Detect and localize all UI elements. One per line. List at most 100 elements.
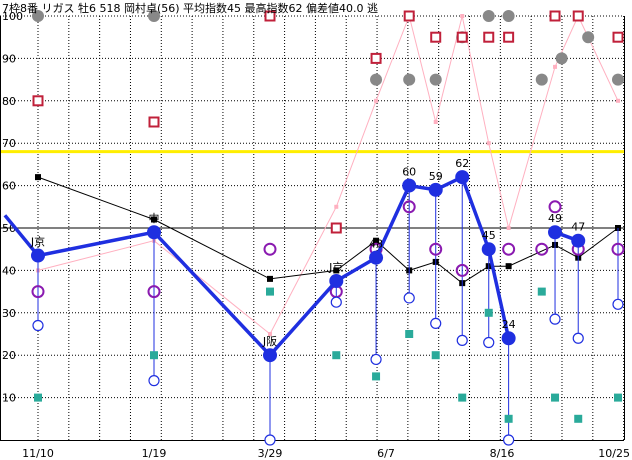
open-circle	[572, 332, 584, 344]
teal-square	[372, 372, 381, 381]
teal-square	[574, 414, 583, 423]
open-circle	[148, 375, 160, 387]
pink-point	[268, 332, 272, 336]
pink-point	[553, 64, 558, 69]
pink-point	[433, 120, 438, 124]
index-point	[263, 348, 277, 363]
data-label: 60	[402, 166, 416, 179]
index-point	[548, 225, 563, 240]
data-label: 45	[482, 229, 496, 242]
red-square	[330, 222, 342, 234]
teal-square	[405, 330, 414, 338]
teal-square	[484, 308, 493, 317]
average-point	[267, 275, 273, 282]
gray-dot	[148, 10, 160, 22]
open-circle	[483, 336, 495, 349]
reference-lines	[0, 150, 624, 229]
purple-circle	[429, 242, 443, 256]
data-label: 24	[502, 318, 516, 331]
data-label: J阪	[262, 334, 277, 348]
open-circle	[456, 334, 468, 346]
y-tick-label: 70	[2, 137, 16, 150]
x-tick-label: 3/29	[258, 447, 283, 460]
x-tick-label: 10/25	[598, 447, 630, 460]
x-tick-label: 6/7	[377, 447, 395, 460]
teal-square	[150, 351, 158, 360]
y-tick-label: 80	[2, 95, 16, 108]
open-circle	[549, 313, 561, 325]
y-tick-label: 40	[2, 264, 16, 277]
red-square	[612, 31, 624, 43]
index-point	[369, 250, 384, 265]
teal-square	[504, 414, 513, 423]
purple-circle	[611, 242, 625, 256]
data-label: J京	[30, 235, 45, 249]
red-square	[32, 95, 44, 107]
index-series	[3, 170, 586, 363]
data-labels: J京 中 J阪 J京 48 60 59 62 45 24 49 47	[30, 157, 585, 348]
purple-circle	[502, 242, 516, 256]
teal-square	[614, 393, 622, 402]
index-point	[402, 178, 417, 193]
red-square	[483, 31, 495, 43]
index-point	[481, 242, 496, 257]
teal-square	[458, 393, 467, 402]
red-square	[572, 10, 584, 22]
open-circle	[612, 298, 624, 310]
data-label: J京	[328, 260, 343, 274]
x-tick-labels: 11/10 1/19 3/29 6/7 8/16 10/25	[22, 447, 630, 460]
gray-dot	[612, 73, 624, 86]
purple-circle	[31, 285, 45, 299]
data-label: 59	[429, 170, 443, 183]
x-tick-label: 11/10	[22, 447, 54, 460]
purple-circle	[535, 242, 549, 256]
index-point	[571, 233, 586, 248]
red-square	[456, 31, 468, 43]
average-point	[505, 263, 512, 270]
purple-circle	[548, 200, 562, 214]
chart-title: 7枠8番 リガス 牡6 518 岡村卓(56) 平均指数45 最高指数62 偏差…	[2, 1, 378, 15]
pink-point	[506, 226, 511, 230]
teal-square	[431, 351, 440, 360]
pink-point	[460, 14, 465, 18]
pink-point	[616, 98, 620, 103]
average-point	[35, 174, 41, 181]
red-square	[264, 10, 276, 22]
purple-circle	[455, 263, 469, 277]
markers	[31, 10, 625, 446]
pink-point	[334, 204, 339, 209]
index-point	[31, 248, 45, 263]
data-label: 62	[455, 157, 469, 170]
gray-dot	[555, 52, 568, 65]
pink-point	[374, 98, 379, 103]
y-tick-label: 100	[2, 10, 23, 23]
red-square	[503, 31, 515, 43]
teal-square	[332, 351, 341, 360]
average-point	[333, 267, 340, 274]
purple-circle	[147, 285, 161, 299]
gray-dot	[502, 10, 515, 22]
data-label: 49	[548, 212, 562, 225]
purple-circle	[263, 242, 277, 256]
gray-dot	[32, 10, 44, 22]
y-tick-label: 60	[2, 180, 16, 193]
data-label: 48	[369, 238, 383, 251]
y-tick-label: 30	[2, 307, 16, 320]
x-tick-label: 8/16	[490, 447, 515, 460]
y-tick-label: 20	[2, 349, 16, 362]
average-point	[151, 216, 157, 223]
red-square	[148, 116, 160, 128]
x-tick-label: 1/19	[142, 447, 167, 460]
open-circle	[370, 353, 382, 366]
gray-dot	[403, 73, 416, 86]
purple-circle	[402, 200, 416, 214]
red-square	[549, 10, 561, 22]
red-square	[430, 31, 442, 43]
red-square	[403, 10, 415, 22]
index-point	[329, 274, 344, 288]
red-square	[370, 52, 382, 64]
teal-square	[551, 393, 560, 402]
data-label: 47	[571, 221, 585, 234]
